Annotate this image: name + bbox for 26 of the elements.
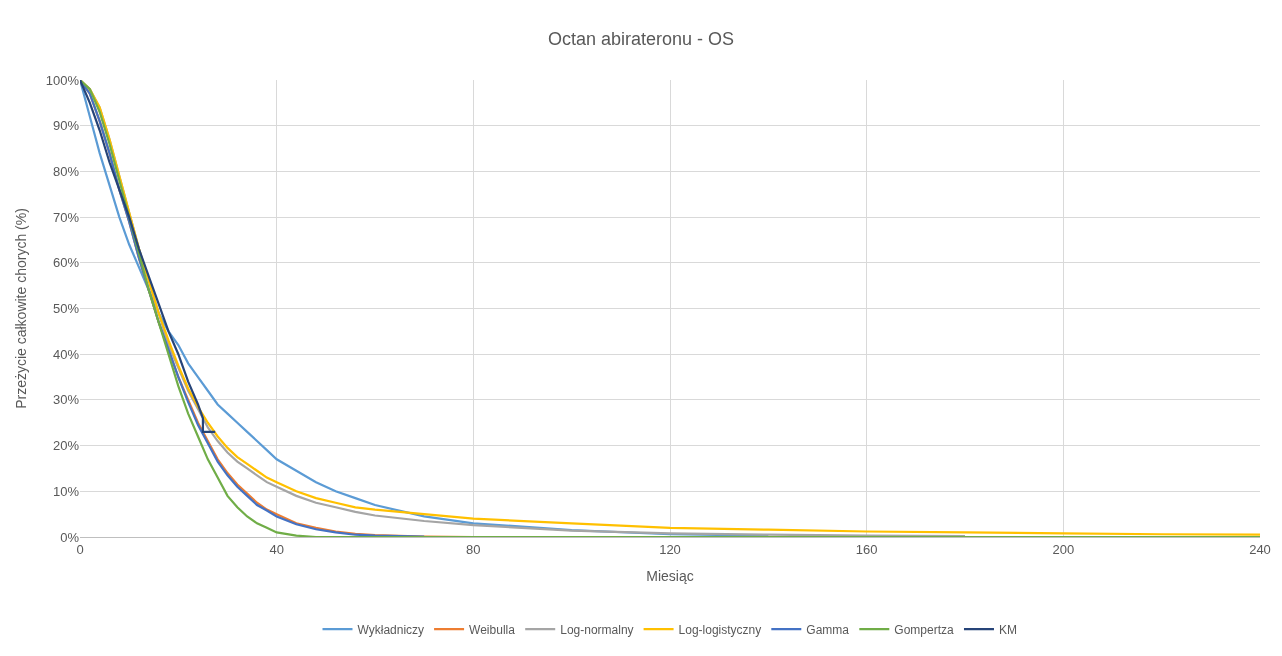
- legend-label: Log-logistyczny: [678, 622, 762, 637]
- legend-label: Weibulla: [469, 622, 516, 637]
- x-tick-label: 200: [1052, 541, 1075, 557]
- y-tick-label: 80%: [52, 163, 80, 179]
- x-axis-title: Miesiąc: [646, 567, 694, 584]
- x-tick-label: 240: [1249, 541, 1271, 557]
- x-tick-label: 40: [269, 541, 284, 557]
- y-tick-label: 10%: [52, 483, 80, 499]
- y-tick-label: 60%: [52, 255, 80, 271]
- legend-label: Gamma: [806, 622, 850, 637]
- y-tick-label: 50%: [52, 301, 80, 317]
- legend-label: Log-normalny: [560, 622, 634, 637]
- legend-label: Gompertza: [894, 622, 954, 637]
- legend-label: KM: [998, 622, 1017, 637]
- y-tick-label: 100%: [45, 72, 80, 88]
- y-tick-label: 30%: [52, 392, 80, 408]
- y-tick-label: 90%: [52, 118, 80, 134]
- y-tick-label: 20%: [52, 438, 80, 454]
- y-tick-label: 70%: [52, 209, 80, 225]
- x-tick-label: 160: [855, 541, 878, 557]
- legend-label: Wykładniczy: [357, 622, 425, 637]
- chart-title: Octan abirateronu - OS: [547, 29, 735, 50]
- y-tick-label: 40%: [52, 346, 80, 362]
- y-axis-title: Przeżycie całkowite chorych (%): [13, 208, 30, 409]
- x-tick-label: 80: [466, 541, 481, 557]
- x-tick-label: 120: [659, 541, 681, 557]
